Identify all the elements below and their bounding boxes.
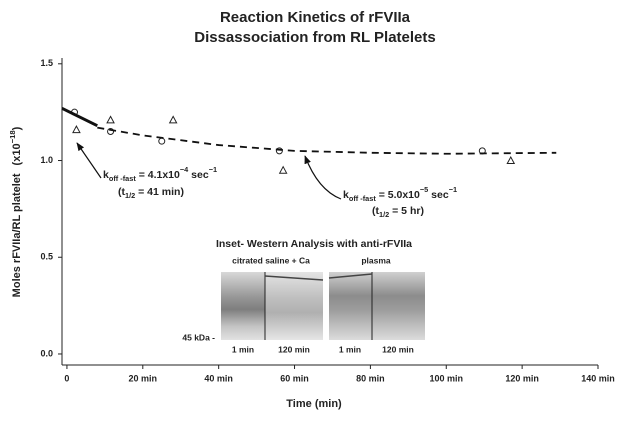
inset-marker-label: 45 kDa - <box>182 332 215 342</box>
x-axis-label: Time (min) <box>286 398 342 410</box>
blot-lane <box>265 272 323 340</box>
rich-text-part: off -fast <box>109 174 136 183</box>
y-tick-label: 0.0 <box>40 348 53 358</box>
chart-title: Dissassociation from RL Platelets <box>194 29 435 46</box>
rich-text-part: off -fast <box>349 194 376 203</box>
data-point <box>168 115 178 124</box>
rich-text-part: 1/2 <box>379 210 389 219</box>
rich-text-part: −5 <box>420 185 428 194</box>
x-tick-label: 20 min <box>129 373 158 383</box>
inset-title: Inset- Western Analysis with anti-rFVIIa <box>216 238 412 250</box>
inset-lane: 120 min <box>382 344 414 354</box>
rich-text-part: −1 <box>449 185 457 194</box>
rich-text-part: k <box>103 169 109 181</box>
blot-lane <box>372 272 425 340</box>
rich-text-part: k <box>343 189 349 201</box>
rich-text-part: = 41 min) <box>135 186 184 198</box>
inset-blots <box>221 272 425 340</box>
rich-text-part: 1/2 <box>125 191 135 200</box>
rich-text-part: −1 <box>209 165 217 174</box>
inset-lane: 1 min <box>232 344 254 354</box>
annotation: koff -fast = 4.1x10−4 sec−1 <box>103 165 217 183</box>
rich-text-part: (t <box>118 186 125 198</box>
annotation-arrow <box>304 155 342 200</box>
blot-lane <box>329 272 372 340</box>
data-point <box>158 137 166 145</box>
rich-text-part: sec <box>188 169 209 181</box>
y-tick-label: 1.0 <box>40 155 53 165</box>
rich-text-part: (t <box>372 205 379 217</box>
blot-edge <box>264 275 324 281</box>
x-tick-label: 120 min <box>505 373 539 383</box>
x-tick-label: 0 <box>64 373 69 383</box>
y-tick-label: 0.5 <box>40 252 53 262</box>
fit-line <box>61 106 98 128</box>
fit-line <box>97 126 557 155</box>
rich-text-part: −18 <box>8 130 17 144</box>
rich-text-part: = 5.0x10 <box>376 189 420 201</box>
x-tick-label: 40 min <box>204 373 233 383</box>
inset-group: plasma <box>361 255 391 265</box>
blot-lane <box>221 272 265 340</box>
blot-edge <box>328 273 373 279</box>
rich-text-part: = 4.1x10 <box>136 169 180 181</box>
x-tick-label: 60 min <box>280 373 309 383</box>
x-tick-label: 80 min <box>356 373 385 383</box>
y-axis-label: Moles rFVIIa/RL platelet (x10−18) <box>8 126 23 297</box>
rich-text-part: (x10 <box>11 143 23 165</box>
rich-text-part: = 5 hr) <box>389 205 424 217</box>
data-point <box>278 165 288 174</box>
rich-text-part: ) <box>11 126 23 130</box>
y-axis-label: Moles rFVIIa/RL platelet <box>11 173 23 297</box>
annotation: (t1/2 = 41 min) <box>118 186 184 201</box>
y-tick-label: 1.5 <box>40 58 53 68</box>
rich-text-part: sec <box>428 189 449 201</box>
inset-lane: 120 min <box>278 344 310 354</box>
inset-group: citrated saline + Ca <box>232 255 310 265</box>
data-point <box>72 125 81 134</box>
annotation: koff -fast = 5.0x10−5 sec−1 <box>343 185 457 203</box>
data-point <box>506 155 516 165</box>
y-multiplier: (x10−18) <box>8 126 23 165</box>
inset-lane: 1 min <box>339 344 361 354</box>
x-tick-label: 100 min <box>430 373 464 383</box>
data-point <box>106 115 115 124</box>
annotation-arrow <box>76 142 102 179</box>
chart-title: Reaction Kinetics of rFVIIa <box>220 9 411 26</box>
annotation: (t1/2 = 5 hr) <box>372 205 424 220</box>
x-tick-label: 140 min <box>581 373 615 383</box>
rich-text-part: −4 <box>180 165 189 174</box>
